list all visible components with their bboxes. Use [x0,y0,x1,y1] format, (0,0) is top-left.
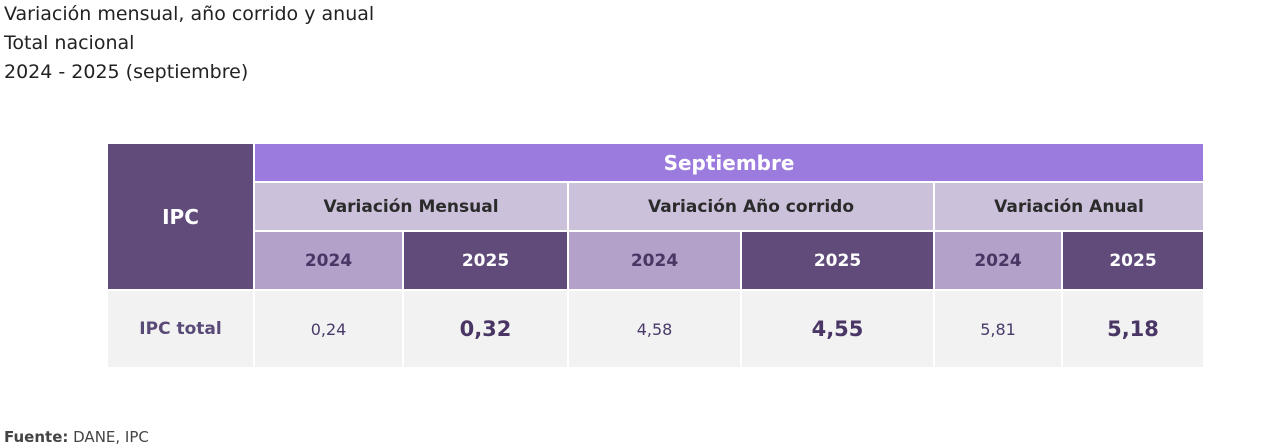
chart-heading: Variación mensual, año corrido y anual T… [4,0,374,87]
table-row: IPC total 0,24 0,32 4,58 4,55 5,81 5,18 [108,291,1203,367]
year-header-ano-corrido-2025: 2025 [742,232,935,291]
source-label: Fuente: [4,428,69,446]
ipc-corner-header: IPC [108,144,255,291]
value-ano-corrido-2024: 4,58 [569,291,742,367]
year-header-mensual-2025: 2025 [404,232,569,291]
ipc-table: IPC Septiembre Variación Mensual Variaci… [108,144,1203,367]
source-note: Fuente: DANE, IPC [4,427,149,447]
row-label-ipc-total: IPC total [108,291,255,367]
year-header-anual-2024: 2024 [935,232,1063,291]
value-anual-2025: 5,18 [1063,291,1203,367]
group-header-anual: Variación Anual [935,183,1203,232]
year-header-ano-corrido-2024: 2024 [569,232,742,291]
heading-title: Variación mensual, año corrido y anual [4,3,375,25]
month-header: Septiembre [255,144,1203,183]
value-mensual-2025: 0,32 [404,291,569,367]
group-header-mensual: Variación Mensual [255,183,569,232]
value-anual-2024: 5,81 [935,291,1063,367]
heading-period: 2024 - 2025 (septiembre) [4,61,249,83]
value-mensual-2024: 0,24 [255,291,404,367]
year-header-anual-2025: 2025 [1063,232,1203,291]
year-header-mensual-2024: 2024 [255,232,404,291]
heading-subtitle: Total nacional [4,32,135,54]
group-header-ano-corrido: Variación Año corrido [569,183,935,232]
value-ano-corrido-2025: 4,55 [742,291,935,367]
source-text: DANE, IPC [68,428,149,446]
